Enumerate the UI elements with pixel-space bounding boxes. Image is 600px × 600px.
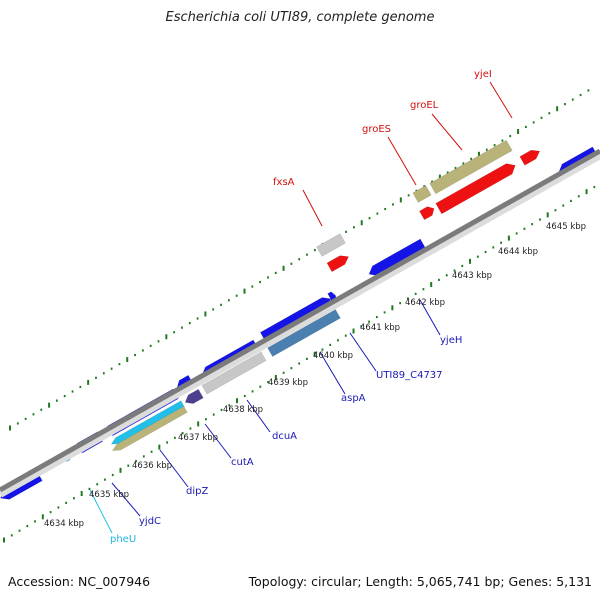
gene-label-UTI89_C4737: UTI89_C4737: [376, 370, 443, 381]
scale-label-1: 4635 kbp: [89, 490, 129, 500]
scale-labels: 4634 kbp 4635 kbp 4636 kbp 4637 kbp 4638 kbp…: [44, 222, 586, 529]
topology-summary: Topology: circular; Length: 5,065,741 bp…: [248, 574, 592, 589]
rrna-fxsA: [326, 255, 350, 273]
cds-yjeH: [368, 238, 427, 276]
misc-groES-shape: [412, 185, 432, 203]
misc-dipZ: [111, 405, 188, 451]
gene-label-pheU: pheU: [110, 534, 136, 545]
scale-label-10: 4644 kbp: [498, 247, 538, 257]
misc-fxsA-shape: [316, 233, 346, 257]
leader-groES: [387, 136, 417, 186]
gene-label-aspA: aspA: [341, 393, 366, 404]
misc-dcuA-shape: [201, 351, 267, 395]
misc-dipZ-shape: [111, 405, 188, 451]
leader-groEL: [431, 113, 463, 151]
gene-label-yjeH: yjeH: [440, 335, 462, 346]
gene-label-cutA: cutA: [231, 457, 254, 468]
scale-label-4: 4638 kbp: [223, 405, 263, 415]
misc-groEL: [429, 139, 513, 195]
misc-groES: [412, 185, 432, 203]
cds-cutA-inner: [184, 388, 204, 404]
gene-label-groES: groES: [362, 124, 391, 135]
trna-pheU-block-shape: [110, 400, 185, 445]
misc-fxsA: [316, 233, 346, 257]
gene-label-yjeI: yjeI: [474, 69, 492, 80]
cds-aspA-shape: [267, 309, 341, 357]
rrna-fxsA-shape: [326, 255, 350, 273]
cds-cutA-inner-shape: [184, 388, 204, 404]
leader-dcuA: [246, 399, 271, 433]
leader-cutA: [204, 423, 232, 459]
backbone-line: [0, 148, 600, 493]
leader-yjdC: [111, 482, 141, 517]
scale-label-6: 4640 kbp: [313, 351, 353, 361]
label-leaders: [89, 81, 513, 534]
leader-dipZ: [159, 449, 189, 488]
rrna-groES-shape: [419, 206, 435, 221]
gene-label-yjdC: yjdC: [139, 516, 161, 527]
gene-label-groEL: groEL: [410, 100, 439, 111]
scale-label-11: 4645 kbp: [546, 222, 586, 232]
rrna-groES: [419, 206, 435, 221]
scale-label-9: 4643 kbp: [452, 271, 492, 281]
leader-UTI89_C4737: [349, 332, 377, 372]
rrna-yjeI: [519, 149, 541, 166]
leader-pheU: [89, 489, 113, 534]
misc-dcuA: [201, 351, 267, 395]
gene-label-fxsA: fxsA: [273, 177, 295, 188]
scale-label-0: 4634 kbp: [44, 519, 84, 529]
leader-aspA: [319, 351, 346, 395]
trna-pheU-block: [110, 400, 185, 445]
scale-label-7: 4641 kbp: [360, 323, 400, 333]
scale-label-8: 4642 kbp: [405, 298, 445, 308]
scale-ticks: [3, 89, 596, 543]
accession-text: Accession: NC_007946: [8, 574, 151, 589]
rrna-groEL: [435, 163, 516, 215]
rrna-groEL-shape: [435, 163, 516, 215]
scale-label-5: 4639 kbp: [268, 378, 308, 388]
map-title: Escherichia coli UTI89, complete genome: [165, 10, 435, 25]
leader-yjeH: [419, 299, 441, 336]
leader-fxsA: [302, 189, 323, 227]
backbone: [0, 148, 600, 498]
misc-groEL-shape: [429, 139, 513, 195]
gene-label-dipZ: dipZ: [186, 486, 208, 497]
backbone-shadow: [0, 151, 600, 498]
gene-label-dcuA: dcuA: [272, 431, 297, 442]
leader-yjeI: [489, 81, 513, 119]
rrna-yjeI-shape: [519, 149, 541, 166]
cds-yjeH-shape: [368, 238, 427, 276]
scale-label-2: 4636 kbp: [132, 461, 172, 471]
cds-aspA: [267, 309, 341, 357]
scale-label-3: 4637 kbp: [178, 433, 218, 443]
